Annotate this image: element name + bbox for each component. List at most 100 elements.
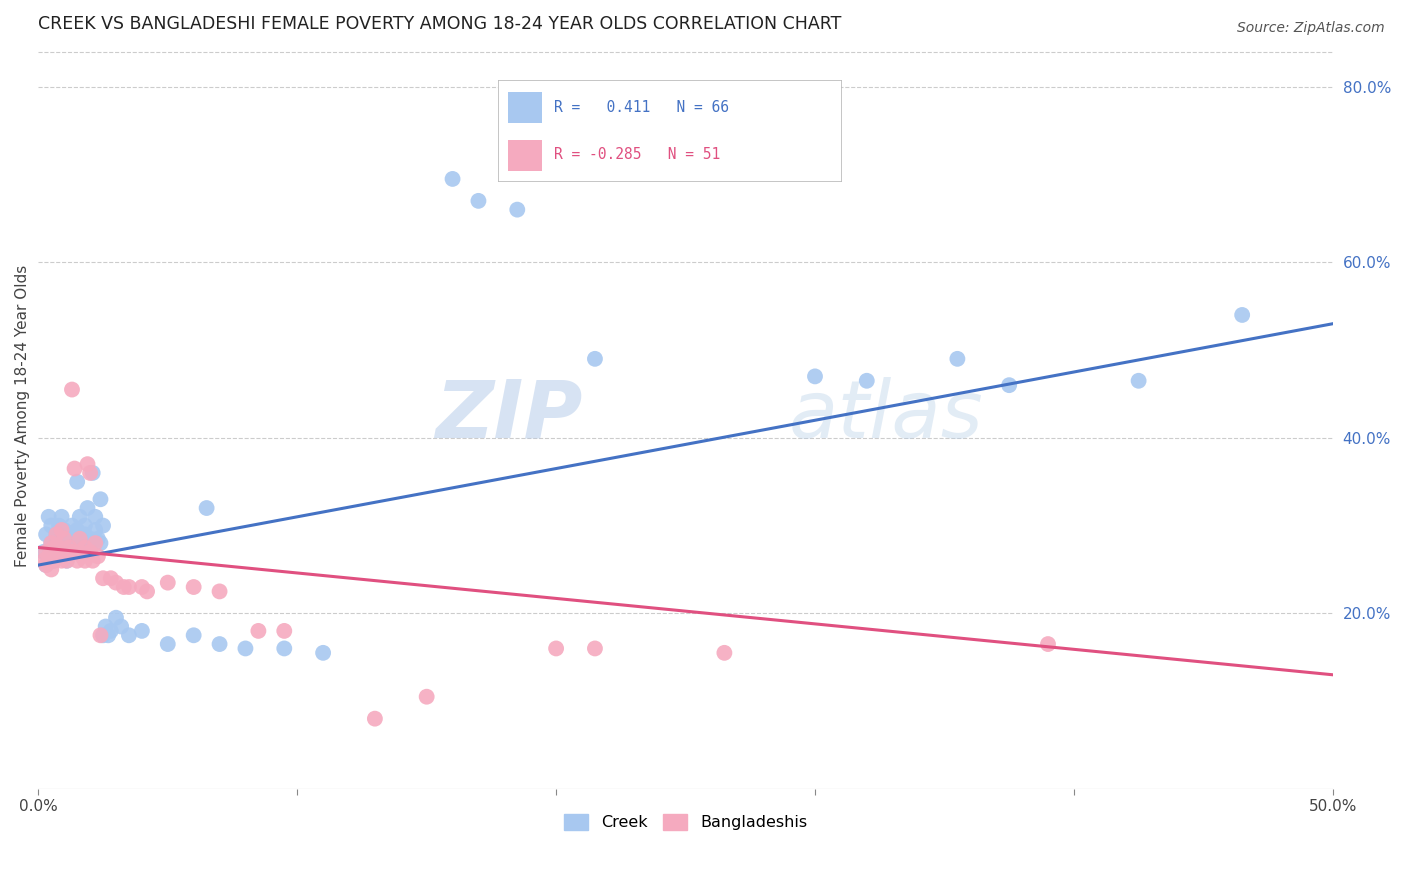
Point	[51, 523, 73, 537]
Point	[100, 571, 122, 585]
Point	[38, 549, 60, 564]
Point	[66, 475, 89, 489]
Point	[118, 628, 141, 642]
Point	[48, 541, 70, 555]
Point	[79, 545, 101, 559]
Point	[1036, 637, 1059, 651]
Point	[76, 501, 98, 516]
Point	[1128, 374, 1150, 388]
Point	[583, 351, 606, 366]
Point	[56, 536, 79, 550]
Point	[84, 523, 107, 537]
Point	[82, 554, 104, 568]
Point	[58, 541, 80, 555]
Point	[91, 628, 114, 642]
Point	[946, 351, 969, 366]
Point	[156, 575, 179, 590]
Point	[713, 646, 735, 660]
Point	[35, 545, 58, 559]
Point	[69, 509, 91, 524]
Text: Source: ZipAtlas.com: Source: ZipAtlas.com	[1237, 21, 1385, 35]
Point	[467, 194, 489, 208]
Point	[79, 532, 101, 546]
Text: ZIP: ZIP	[434, 377, 582, 455]
Point	[35, 558, 58, 572]
Point	[51, 509, 73, 524]
Point	[72, 545, 94, 559]
Point	[94, 619, 117, 633]
Point	[35, 558, 58, 572]
Point	[69, 532, 91, 546]
Point	[38, 509, 60, 524]
Point	[82, 466, 104, 480]
Point	[48, 549, 70, 564]
Point	[56, 554, 79, 568]
Point	[66, 554, 89, 568]
Point	[51, 554, 73, 568]
Point	[546, 641, 568, 656]
Y-axis label: Female Poverty Among 18-24 Year Olds: Female Poverty Among 18-24 Year Olds	[15, 265, 30, 567]
Point	[73, 527, 96, 541]
Point	[91, 518, 114, 533]
Point	[506, 202, 529, 217]
Point	[42, 541, 65, 555]
Point	[195, 501, 218, 516]
Point	[72, 536, 94, 550]
Point	[87, 532, 110, 546]
Point	[42, 554, 65, 568]
Point	[58, 527, 80, 541]
Point	[247, 624, 270, 638]
Point	[63, 461, 86, 475]
Point	[38, 549, 60, 564]
Point	[60, 541, 83, 555]
Point	[998, 378, 1021, 392]
Point	[53, 523, 76, 537]
Point	[63, 532, 86, 546]
Point	[100, 624, 122, 638]
Point	[79, 466, 101, 480]
Point	[855, 374, 877, 388]
Point	[208, 637, 231, 651]
Point	[235, 641, 257, 656]
Point	[51, 532, 73, 546]
Point	[45, 541, 67, 555]
Point	[66, 523, 89, 537]
Text: atlas: atlas	[789, 377, 984, 455]
Point	[73, 518, 96, 533]
Point	[583, 641, 606, 656]
Point	[623, 159, 645, 173]
Point	[208, 584, 231, 599]
Point	[56, 554, 79, 568]
Point	[39, 562, 62, 576]
Point	[84, 509, 107, 524]
Point	[441, 172, 464, 186]
Point	[110, 619, 132, 633]
Point	[39, 536, 62, 550]
Point	[35, 527, 58, 541]
Point	[183, 628, 205, 642]
Point	[118, 580, 141, 594]
Point	[72, 549, 94, 564]
Point	[156, 637, 179, 651]
Point	[364, 712, 387, 726]
Point	[76, 457, 98, 471]
Point	[131, 580, 153, 594]
Point	[42, 545, 65, 559]
Point	[39, 518, 62, 533]
Point	[42, 554, 65, 568]
Point	[312, 646, 335, 660]
Point	[60, 545, 83, 559]
Point	[45, 527, 67, 541]
Point	[273, 641, 295, 656]
Point	[273, 624, 295, 638]
Point	[136, 584, 159, 599]
Point	[39, 536, 62, 550]
Point	[97, 628, 120, 642]
Point	[112, 580, 135, 594]
Point	[53, 545, 76, 559]
Point	[60, 518, 83, 533]
Point	[91, 571, 114, 585]
Point	[48, 518, 70, 533]
Point	[32, 545, 55, 559]
Point	[45, 527, 67, 541]
